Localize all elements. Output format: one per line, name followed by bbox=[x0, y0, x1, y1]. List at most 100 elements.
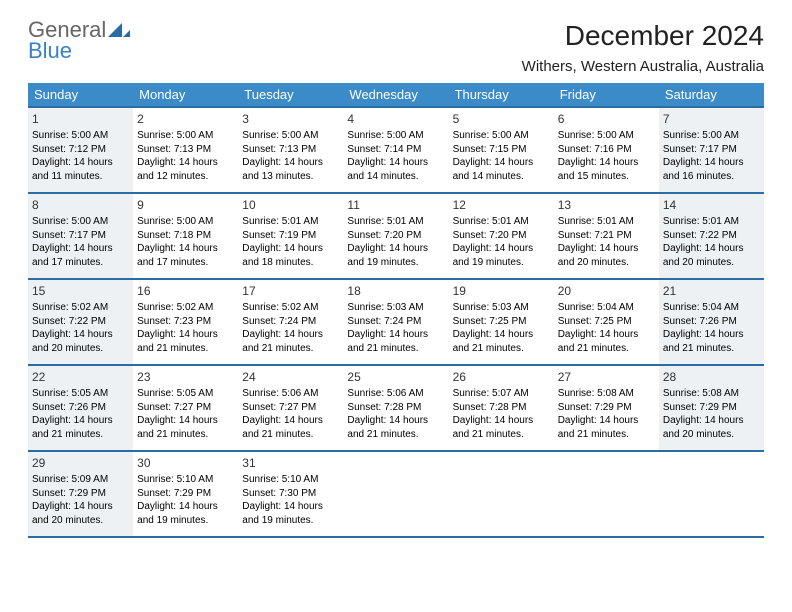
sunrise-text: Sunrise: 5:00 AM bbox=[242, 129, 339, 143]
sunrise-text: Sunrise: 5:02 AM bbox=[32, 301, 129, 315]
day-number: 14 bbox=[663, 197, 760, 213]
sunset-text: Sunset: 7:29 PM bbox=[32, 487, 129, 501]
day-number: 19 bbox=[453, 283, 550, 299]
daylight-text: Daylight: 14 hours and 21 minutes. bbox=[453, 328, 550, 355]
day-number: 20 bbox=[558, 283, 655, 299]
calendar-cell: 16Sunrise: 5:02 AMSunset: 7:23 PMDayligh… bbox=[133, 279, 238, 365]
day-number: 26 bbox=[453, 369, 550, 385]
sunrise-text: Sunrise: 5:09 AM bbox=[32, 473, 129, 487]
sunset-text: Sunset: 7:16 PM bbox=[558, 143, 655, 157]
sunset-text: Sunset: 7:29 PM bbox=[137, 487, 234, 501]
sunrise-text: Sunrise: 5:00 AM bbox=[32, 215, 129, 229]
month-title: December 2024 bbox=[522, 20, 764, 52]
calendar-body: 1Sunrise: 5:00 AMSunset: 7:12 PMDaylight… bbox=[28, 107, 764, 537]
calendar-cell: 29Sunrise: 5:09 AMSunset: 7:29 PMDayligh… bbox=[28, 451, 133, 537]
calendar-cell: 26Sunrise: 5:07 AMSunset: 7:28 PMDayligh… bbox=[449, 365, 554, 451]
daylight-text: Daylight: 14 hours and 19 minutes. bbox=[242, 500, 339, 527]
sunrise-text: Sunrise: 5:06 AM bbox=[347, 387, 444, 401]
daylight-text: Daylight: 14 hours and 14 minutes. bbox=[453, 156, 550, 183]
sunrise-text: Sunrise: 5:05 AM bbox=[32, 387, 129, 401]
calendar-cell: 20Sunrise: 5:04 AMSunset: 7:25 PMDayligh… bbox=[554, 279, 659, 365]
day-number: 4 bbox=[347, 111, 444, 127]
calendar-week: 15Sunrise: 5:02 AMSunset: 7:22 PMDayligh… bbox=[28, 279, 764, 365]
daylight-text: Daylight: 14 hours and 17 minutes. bbox=[137, 242, 234, 269]
calendar-cell: 18Sunrise: 5:03 AMSunset: 7:24 PMDayligh… bbox=[343, 279, 448, 365]
sunrise-text: Sunrise: 5:03 AM bbox=[347, 301, 444, 315]
calendar-cell: 12Sunrise: 5:01 AMSunset: 7:20 PMDayligh… bbox=[449, 193, 554, 279]
sunset-text: Sunset: 7:25 PM bbox=[558, 315, 655, 329]
calendar-head: SundayMondayTuesdayWednesdayThursdayFrid… bbox=[28, 83, 764, 107]
daylight-text: Daylight: 14 hours and 16 minutes. bbox=[663, 156, 760, 183]
calendar-cell: 2Sunrise: 5:00 AMSunset: 7:13 PMDaylight… bbox=[133, 107, 238, 193]
sunset-text: Sunset: 7:29 PM bbox=[663, 401, 760, 415]
sunrise-text: Sunrise: 5:01 AM bbox=[347, 215, 444, 229]
weekday-header: Friday bbox=[554, 83, 659, 107]
weekday-header: Saturday bbox=[659, 83, 764, 107]
daylight-text: Daylight: 14 hours and 12 minutes. bbox=[137, 156, 234, 183]
calendar-cell: 10Sunrise: 5:01 AMSunset: 7:19 PMDayligh… bbox=[238, 193, 343, 279]
sunset-text: Sunset: 7:22 PM bbox=[32, 315, 129, 329]
sunrise-text: Sunrise: 5:01 AM bbox=[558, 215, 655, 229]
daylight-text: Daylight: 14 hours and 20 minutes. bbox=[32, 328, 129, 355]
weekday-header: Monday bbox=[133, 83, 238, 107]
sunrise-text: Sunrise: 5:00 AM bbox=[137, 215, 234, 229]
calendar-cell: 11Sunrise: 5:01 AMSunset: 7:20 PMDayligh… bbox=[343, 193, 448, 279]
day-number: 15 bbox=[32, 283, 129, 299]
calendar-cell: 19 Sunrise: 5:03 AMSunset: 7:25 PMDayligh… bbox=[449, 279, 554, 365]
calendar-week: 29Sunrise: 5:09 AMSunset: 7:29 PMDayligh… bbox=[28, 451, 764, 537]
calendar-cell: 4Sunrise: 5:00 AMSunset: 7:14 PMDaylight… bbox=[343, 107, 448, 193]
sunset-text: Sunset: 7:13 PM bbox=[242, 143, 339, 157]
calendar-week: 8Sunrise: 5:00 AMSunset: 7:17 PMDaylight… bbox=[28, 193, 764, 279]
day-number: 16 bbox=[137, 283, 234, 299]
sunrise-text: Sunrise: 5:08 AM bbox=[663, 387, 760, 401]
daylight-text: Daylight: 14 hours and 11 minutes. bbox=[32, 156, 129, 183]
sunrise-text: Sunrise: 5:00 AM bbox=[453, 129, 550, 143]
calendar-cell: 14Sunrise: 5:01 AMSunset: 7:22 PMDayligh… bbox=[659, 193, 764, 279]
day-number: 28 bbox=[663, 369, 760, 385]
calendar-cell: 28 Sunrise: 5:08 AMSunset: 7:29 PMDayligh… bbox=[659, 365, 764, 451]
daylight-text: Daylight: 14 hours and 21 minutes. bbox=[242, 328, 339, 355]
weekday-header: Wednesday bbox=[343, 83, 448, 107]
calendar-cell: 1Sunrise: 5:00 AMSunset: 7:12 PMDaylight… bbox=[28, 107, 133, 193]
sunset-text: Sunset: 7:29 PM bbox=[558, 401, 655, 415]
weekday-row: SundayMondayTuesdayWednesdayThursdayFrid… bbox=[28, 83, 764, 107]
sunrise-text: Sunrise: 5:02 AM bbox=[137, 301, 234, 315]
daylight-text: Daylight: 14 hours and 19 minutes. bbox=[347, 242, 444, 269]
sunset-text: Sunset: 7:26 PM bbox=[663, 315, 760, 329]
sunrise-text: Sunrise: 5:01 AM bbox=[242, 215, 339, 229]
sunset-text: Sunset: 7:17 PM bbox=[663, 143, 760, 157]
day-number: 5 bbox=[453, 111, 550, 127]
sunrise-text: Sunrise: 5:02 AM bbox=[242, 301, 339, 315]
sunset-text: Sunset: 7:25 PM bbox=[453, 315, 550, 329]
day-number: 22 bbox=[32, 369, 129, 385]
day-number: 6 bbox=[558, 111, 655, 127]
sunset-text: Sunset: 7:22 PM bbox=[663, 229, 760, 243]
day-number: 21 bbox=[663, 283, 760, 299]
sunset-text: Sunset: 7:27 PM bbox=[242, 401, 339, 415]
daylight-text: Daylight: 14 hours and 20 minutes. bbox=[663, 414, 760, 441]
calendar-cell bbox=[659, 451, 764, 537]
sunset-text: Sunset: 7:12 PM bbox=[32, 143, 129, 157]
day-number: 2 bbox=[137, 111, 234, 127]
day-number: 27 bbox=[558, 369, 655, 385]
sunset-text: Sunset: 7:19 PM bbox=[242, 229, 339, 243]
calendar-cell: 27Sunrise: 5:08 AMSunset: 7:29 PMDayligh… bbox=[554, 365, 659, 451]
daylight-text: Daylight: 14 hours and 21 minutes. bbox=[558, 328, 655, 355]
daylight-text: Daylight: 14 hours and 21 minutes. bbox=[137, 414, 234, 441]
sunrise-text: Sunrise: 5:03 AM bbox=[453, 301, 550, 315]
calendar-cell: 23Sunrise: 5:05 AMSunset: 7:27 PMDayligh… bbox=[133, 365, 238, 451]
calendar-cell bbox=[554, 451, 659, 537]
sunrise-text: Sunrise: 5:00 AM bbox=[347, 129, 444, 143]
calendar-cell: 15 Sunrise: 5:02 AMSunset: 7:22 PMDayligh… bbox=[28, 279, 133, 365]
sunset-text: Sunset: 7:27 PM bbox=[137, 401, 234, 415]
sunset-text: Sunset: 7:15 PM bbox=[453, 143, 550, 157]
sunset-text: Sunset: 7:17 PM bbox=[32, 229, 129, 243]
day-number: 31 bbox=[242, 455, 339, 471]
calendar-cell: 31Sunrise: 5:10 AMSunset: 7:30 PMDayligh… bbox=[238, 451, 343, 537]
sunrise-text: Sunrise: 5:07 AM bbox=[453, 387, 550, 401]
sunrise-text: Sunrise: 5:00 AM bbox=[663, 129, 760, 143]
sunset-text: Sunset: 7:13 PM bbox=[137, 143, 234, 157]
sunrise-text: Sunrise: 5:00 AM bbox=[558, 129, 655, 143]
sunset-text: Sunset: 7:23 PM bbox=[137, 315, 234, 329]
logo: General Blue bbox=[28, 20, 130, 62]
